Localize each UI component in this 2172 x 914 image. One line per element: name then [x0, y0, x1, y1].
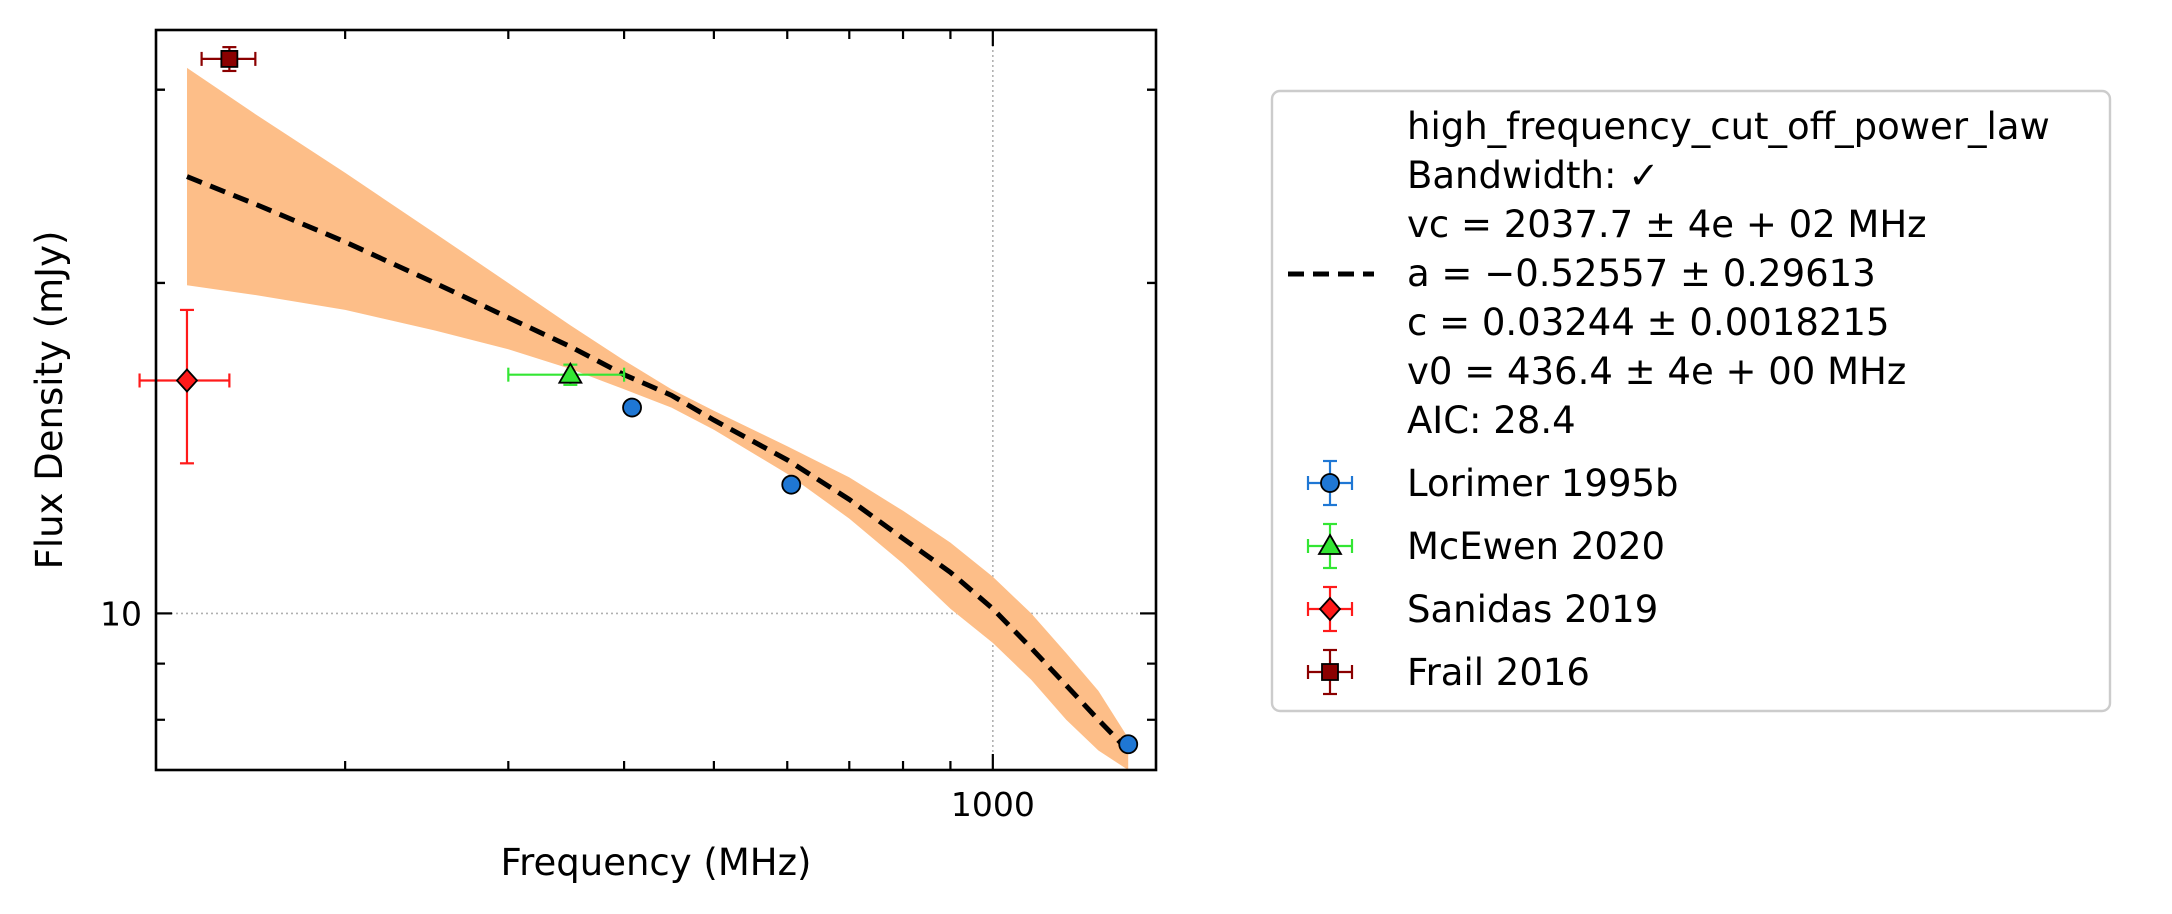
legend-marker-diamond: [1318, 596, 1342, 622]
plot-frame: [154, 28, 1158, 772]
marker-square: [220, 50, 239, 68]
legend-model-line: a = −0.52557 ± 0.29613: [1407, 252, 1876, 295]
legend: high_frequency_cut_off_power_law Bandwidt…: [1270, 89, 2112, 713]
legend-label: Lorimer 1995b: [1407, 462, 1679, 505]
data-point-mcewen-2020: [507, 361, 626, 386]
legend-model-line: AIC: 28.4: [1407, 399, 1576, 442]
grid: [156, 30, 1156, 770]
marker-circle: [781, 474, 802, 495]
data-point-frail-2016: [200, 46, 257, 73]
legend-entry: Frail 2016: [1306, 648, 1590, 696]
legend-model-line: high_frequency_cut_off_power_law: [1407, 105, 2050, 148]
legend-entry: Lorimer 1995b: [1306, 459, 1679, 507]
marker-triangle: [557, 361, 583, 384]
model-curve: [186, 174, 1130, 753]
fit-line: [186, 174, 1130, 753]
ticks: 1000 10: [100, 30, 1156, 824]
legend-model-line: vc = 2037.7 ± 4e + 02 MHz: [1407, 203, 1927, 246]
legend-marker-square: [1321, 663, 1339, 681]
legend-marker-triangle: [1317, 533, 1343, 555]
data-point-sanidas-2019: [138, 308, 231, 465]
band-area: [187, 67, 1129, 770]
legend-label: McEwen 2020: [1407, 525, 1665, 568]
data-point-lorimer-1995b: [1118, 734, 1139, 755]
data-point-lorimer-1995b: [781, 474, 802, 495]
x-axis-label: Frequency (MHz): [501, 841, 812, 884]
marker-circle: [622, 397, 642, 418]
y-tick-label: 10: [100, 594, 142, 633]
legend-model-line: c = 0.03244 ± 0.0018215: [1407, 301, 1889, 344]
marker-diamond: [175, 368, 199, 393]
legend-marker-circle: [1320, 473, 1340, 493]
axes: [154, 28, 1158, 772]
marker-circle: [1118, 734, 1139, 755]
data-points: [138, 46, 1139, 755]
legend-label: Frail 2016: [1407, 651, 1590, 694]
legend-frame: [1270, 89, 2112, 713]
data-point-lorimer-1995b: [622, 397, 642, 418]
legend-label: Sanidas 2019: [1407, 588, 1658, 631]
legend-entry: Sanidas 2019: [1306, 585, 1658, 633]
y-axis-label: Flux Density (mJy): [28, 231, 71, 570]
legend-model-line: Bandwidth: ✓: [1407, 154, 1659, 197]
legend-model-line: v0 = 436.4 ± 4e + 00 MHz: [1407, 350, 1906, 393]
legend-entry: McEwen 2020: [1306, 522, 1665, 570]
uncertainty-band: [187, 67, 1129, 770]
x-tick-label: 1000: [951, 785, 1035, 824]
